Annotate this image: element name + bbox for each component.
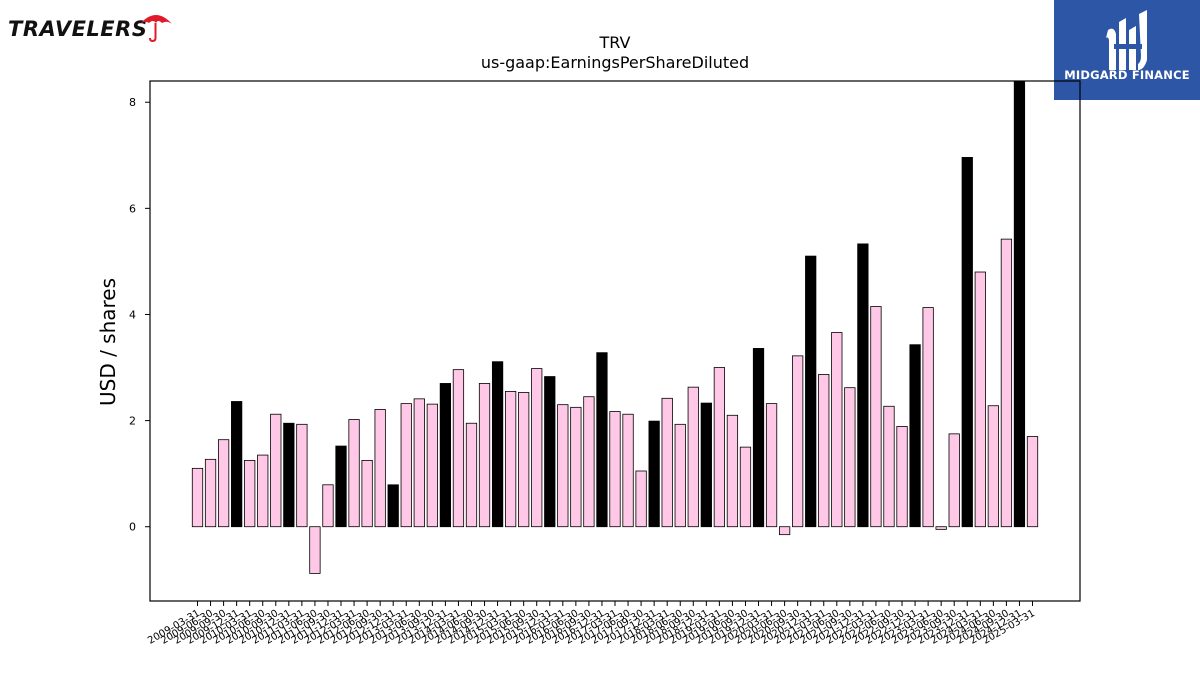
bar-2025-03-31	[1026, 436, 1039, 528]
bar-2022-09-30	[896, 426, 908, 528]
bar-2018-09-30	[687, 386, 699, 528]
bar-2015-12-31	[544, 376, 556, 528]
bar-2020-06-30	[778, 526, 791, 536]
bar-2011-09-30	[322, 484, 334, 528]
bar-2010-06-30	[257, 454, 269, 528]
bar-2009-06-30	[204, 458, 217, 528]
bar-2019-12-31	[752, 348, 765, 528]
bar-2009-09-30	[217, 439, 230, 528]
bar-2013-03-31	[400, 403, 412, 528]
bar-2021-09-30	[844, 387, 856, 528]
bar-2022-12-31	[909, 344, 921, 528]
bar-2020-03-31	[765, 403, 778, 528]
bar-2013-06-30	[413, 398, 425, 528]
bar-2018-12-31	[700, 402, 712, 528]
bar-2022-06-30	[883, 405, 895, 528]
bar-2012-06-30	[361, 459, 373, 528]
bar-2021-12-31	[857, 243, 869, 528]
bar-2017-09-30	[635, 470, 647, 528]
x-axis: 2009-03-312009-06-302009-09-302009-12-31…	[146, 601, 1037, 647]
bar-2011-12-31	[335, 445, 347, 528]
bar-2012-12-31	[387, 484, 399, 528]
bar-2016-12-31	[596, 352, 608, 528]
bars-group	[191, 80, 1039, 574]
bar-2024-09-30	[1000, 238, 1013, 528]
bar-2014-06-30	[465, 422, 478, 528]
bar-2020-09-30	[792, 355, 804, 528]
bar-2024-12-31	[1013, 80, 1026, 528]
bar-2024-03-31	[974, 271, 986, 528]
y-axis: 0 2 4 6 8	[129, 96, 150, 534]
bar-2010-12-31	[283, 422, 295, 528]
travelers-logo: TRAVELERS	[8, 6, 173, 46]
plot-frame	[149, 80, 1081, 602]
bar-2014-03-31	[452, 369, 465, 528]
bar-2011-03-31	[296, 423, 308, 528]
midgard-finance-logo-text: MIDGARD FINANCE	[1064, 68, 1190, 82]
bar-2024-06-30	[987, 405, 999, 528]
bar-2019-03-31	[713, 367, 725, 528]
bar-2018-03-31	[661, 397, 673, 528]
y-tick-label: 0	[129, 521, 136, 534]
bar-2016-06-30	[570, 406, 582, 528]
bar-2010-09-30	[270, 413, 282, 528]
bar-2023-12-31	[961, 157, 973, 528]
midgard-mark-icon	[1054, 0, 1200, 100]
bar-2018-06-30	[674, 423, 686, 528]
bar-2013-12-31	[439, 383, 452, 528]
y-axis-label: USD / shares	[96, 278, 120, 406]
travelers-logo-text: TRAVELERS	[8, 17, 148, 41]
bar-2022-03-31	[870, 306, 882, 528]
bar-2014-09-30	[478, 383, 491, 528]
bar-2021-06-30	[831, 332, 843, 528]
bar-2023-03-31	[922, 307, 934, 528]
bar-2023-06-30	[935, 526, 947, 530]
bar-2015-09-30	[531, 368, 543, 528]
bar-2012-09-30	[374, 409, 386, 528]
y-tick-label: 6	[129, 202, 136, 215]
bar-2012-03-31	[348, 419, 360, 528]
bar-2016-09-30	[583, 396, 595, 528]
y-tick-label: 2	[129, 415, 136, 428]
bar-2019-06-30	[726, 414, 739, 528]
chart-subtitle: us-gaap:EarningsPerShareDiluted	[481, 53, 749, 72]
bar-2014-12-31	[491, 361, 504, 528]
bar-2021-03-31	[818, 374, 830, 528]
y-tick-label: 4	[129, 308, 136, 321]
bar-2015-03-31	[505, 391, 517, 528]
bar-2009-03-31	[191, 467, 204, 528]
bar-2013-09-30	[426, 403, 438, 528]
bar-2016-03-31	[557, 404, 569, 528]
bar-2017-12-31	[648, 420, 660, 528]
bar-2023-09-30	[948, 433, 960, 528]
bar-2011-06-30	[309, 526, 321, 574]
bar-2020-12-31	[805, 255, 817, 528]
y-tick-label: 8	[129, 96, 136, 109]
bar-2010-03-31	[244, 459, 256, 528]
bar-2017-06-30	[622, 413, 634, 528]
midgard-finance-logo: MIDGARD FINANCE	[1054, 0, 1200, 100]
chart-title: TRV	[599, 33, 631, 52]
umbrella-icon	[140, 15, 172, 43]
bar-2019-09-30	[739, 446, 752, 528]
bar-2009-12-31	[231, 401, 243, 528]
bar-2015-06-30	[518, 392, 530, 528]
bar-2017-03-31	[609, 411, 621, 528]
